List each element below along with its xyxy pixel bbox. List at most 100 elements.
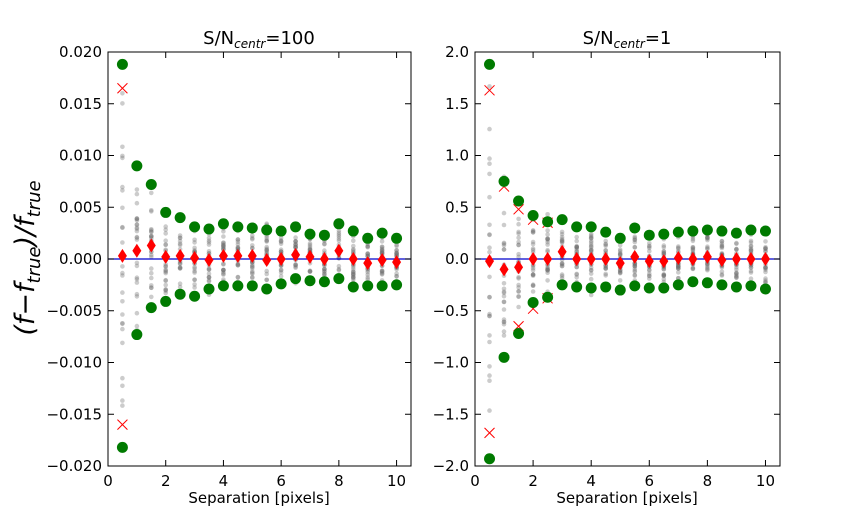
left-scatter-point	[163, 278, 168, 284]
right-scatter-point	[647, 243, 652, 249]
left-scatter-point	[365, 272, 371, 278]
left-lower-point	[362, 280, 374, 292]
left-scatter-point	[250, 264, 255, 269]
right-scatter-point	[690, 247, 696, 252]
left-scatter-point	[394, 243, 399, 249]
right-scatter-point	[516, 282, 521, 288]
right-scatter-point	[763, 248, 768, 254]
left-scatter-point	[134, 216, 140, 221]
left-scatter-point	[235, 237, 241, 242]
right-scatter-point	[632, 263, 638, 269]
right-scatter-point	[661, 248, 667, 254]
y-axis-label-mid: )/f	[10, 214, 41, 249]
right-scatter-point	[734, 264, 739, 270]
right-upper-point	[571, 221, 583, 233]
right-scatter-point	[530, 247, 536, 253]
right-scatter-point	[588, 233, 594, 238]
right-scatter-point	[545, 265, 550, 270]
left-mean-point	[190, 250, 200, 265]
right-scatter-point	[487, 311, 492, 317]
left-scatter-point	[149, 229, 154, 234]
left-scatter-point	[278, 239, 284, 245]
right-scatter-point	[661, 250, 667, 256]
right-scatter-point	[748, 248, 754, 254]
left-scatter-point	[192, 270, 197, 275]
left-scatter-point	[336, 238, 342, 243]
left-scatter-point	[134, 226, 140, 232]
left-scatter-point	[120, 188, 125, 193]
right-lower-point	[585, 282, 597, 294]
left-xtick-label: 0	[103, 472, 113, 490]
left-scatter-point	[120, 155, 125, 161]
right-scatter-point	[603, 238, 608, 244]
right-scatter-point	[487, 232, 492, 238]
left-scatter-point	[365, 251, 371, 256]
left-scatter-point	[293, 242, 298, 247]
left-mean-point	[262, 253, 272, 268]
left-scatter-point	[365, 253, 371, 259]
right-mean-point	[746, 252, 756, 266]
left-scatter-point	[134, 218, 140, 223]
right-scatter-point	[661, 266, 667, 272]
right-scatter-point	[763, 248, 768, 254]
right-scatter-point	[559, 234, 565, 240]
left-scatter-point	[264, 248, 270, 253]
left-scatter-point	[278, 241, 284, 247]
left-scatter-point	[293, 262, 298, 268]
left-mean-point	[233, 248, 243, 263]
left-scatter-point	[293, 262, 298, 268]
left-scatter-point	[394, 250, 399, 256]
right-scatter-point	[603, 273, 608, 278]
left-scatter-point	[379, 250, 385, 255]
right-scatter-point	[530, 273, 536, 279]
right-scatter-point	[734, 273, 739, 278]
left-scatter-point	[134, 235, 140, 240]
right-scatter-point	[748, 247, 754, 252]
left-scatter-point	[379, 239, 385, 244]
right-scatter-point	[501, 242, 507, 248]
right-scatter-point	[734, 246, 739, 252]
left-scatter-point	[149, 227, 154, 232]
right-scatter-point	[574, 271, 579, 277]
left-scatter-point	[351, 269, 356, 275]
left-scatter-point	[351, 272, 356, 277]
left-scatter-point	[307, 242, 313, 248]
left-scatter-point	[379, 272, 385, 277]
right-lower-point	[643, 282, 655, 294]
right-scatter-point	[690, 245, 696, 250]
left-scatter-point	[293, 239, 298, 244]
left-scatter-point	[192, 245, 197, 251]
left-scatter-point	[134, 228, 140, 234]
left-scatter-point	[120, 153, 125, 159]
left-scatter-point	[278, 267, 284, 273]
right-cross-marker	[484, 427, 495, 439]
left-scatter-point	[293, 241, 298, 247]
left-scatter-point	[134, 216, 140, 222]
left-scatter-point	[206, 275, 212, 280]
right-ytick-label: −0.5	[433, 302, 469, 320]
right-scatter-point	[647, 276, 652, 281]
right-scatter-point	[516, 251, 521, 257]
right-ytick-label: 1.0	[445, 147, 469, 165]
left-scatter-point	[120, 270, 125, 276]
left-mean-point	[247, 248, 257, 263]
right-scatter-point	[632, 237, 638, 243]
right-scatter-point	[647, 273, 652, 279]
right-scatter-point	[763, 246, 768, 251]
right-scatter-point	[501, 240, 507, 246]
right-cross-marker	[484, 84, 495, 96]
left-scatter-point	[149, 234, 154, 239]
left-scatter-point	[134, 294, 140, 299]
left-scatter-point	[177, 242, 183, 248]
right-scatter-point	[487, 295, 492, 300]
right-scatter-point	[530, 272, 536, 278]
left-upper-point	[290, 221, 302, 233]
left-scatter-point	[365, 253, 371, 259]
left-scatter-point	[264, 249, 270, 254]
right-scatter-point	[632, 269, 638, 275]
left-scatter-point	[163, 242, 168, 247]
left-panel-xlabel: Separation [pixels]	[188, 489, 329, 507]
right-scatter-point	[617, 247, 623, 253]
left-ytick-label: 0.010	[59, 147, 102, 165]
right-scatter-point	[647, 268, 652, 273]
